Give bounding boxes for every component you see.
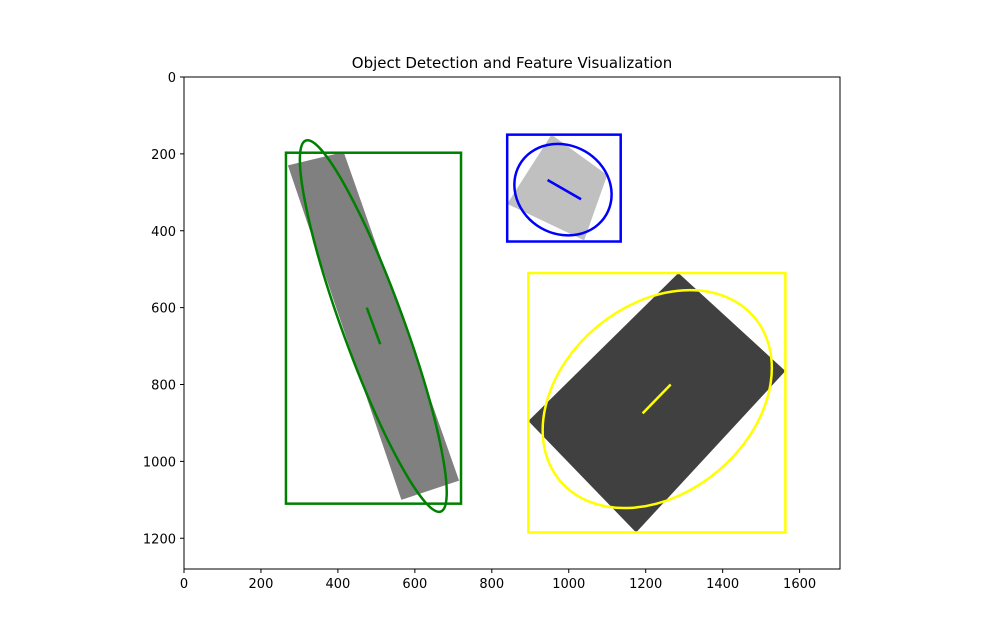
x-tick-label: 0 (180, 577, 188, 592)
x-tick-label: 600 (402, 577, 427, 592)
object-2-axis-line (546, 178, 582, 201)
object-2-shape (507, 134, 608, 241)
x-tick-label: 1400 (706, 577, 739, 592)
object-3-ellipse (541, 288, 774, 510)
object-3-axis-line (641, 383, 672, 415)
y-tick-label: 400 (151, 225, 176, 240)
x-tick-label: 1200 (629, 577, 662, 592)
x-tick-label: 1600 (783, 577, 816, 592)
x-tick-label: 200 (249, 577, 274, 592)
object-1-ellipse (298, 139, 448, 514)
y-tick-label: 800 (151, 379, 176, 394)
x-tick-label: 400 (325, 577, 350, 592)
chart-title: Object Detection and Feature Visualizati… (352, 54, 672, 72)
y-tick-label: 200 (151, 148, 176, 163)
object-3-shape (528, 273, 786, 533)
object-1-axis-line (365, 307, 382, 345)
y-axis: 0 200 400 600 800 1000 1200 (143, 71, 184, 547)
x-axis: 0 200 400 600 800 1000 1200 1400 1600 (180, 569, 816, 592)
axes-frame (183, 76, 841, 570)
x-tick-label: 1000 (552, 577, 585, 592)
y-tick-label: 1000 (143, 455, 176, 470)
y-tick-label: 1200 (143, 532, 176, 547)
y-tick-label: 600 (151, 302, 176, 317)
overlay-layer (284, 133, 787, 534)
object-2-bbox (505, 133, 622, 243)
object-2-ellipse (513, 142, 613, 237)
image-layer (287, 134, 786, 533)
object-1-bbox (284, 151, 463, 505)
object-3-bbox (527, 271, 787, 534)
x-tick-label: 800 (479, 577, 504, 592)
y-tick-label: 0 (168, 71, 176, 86)
